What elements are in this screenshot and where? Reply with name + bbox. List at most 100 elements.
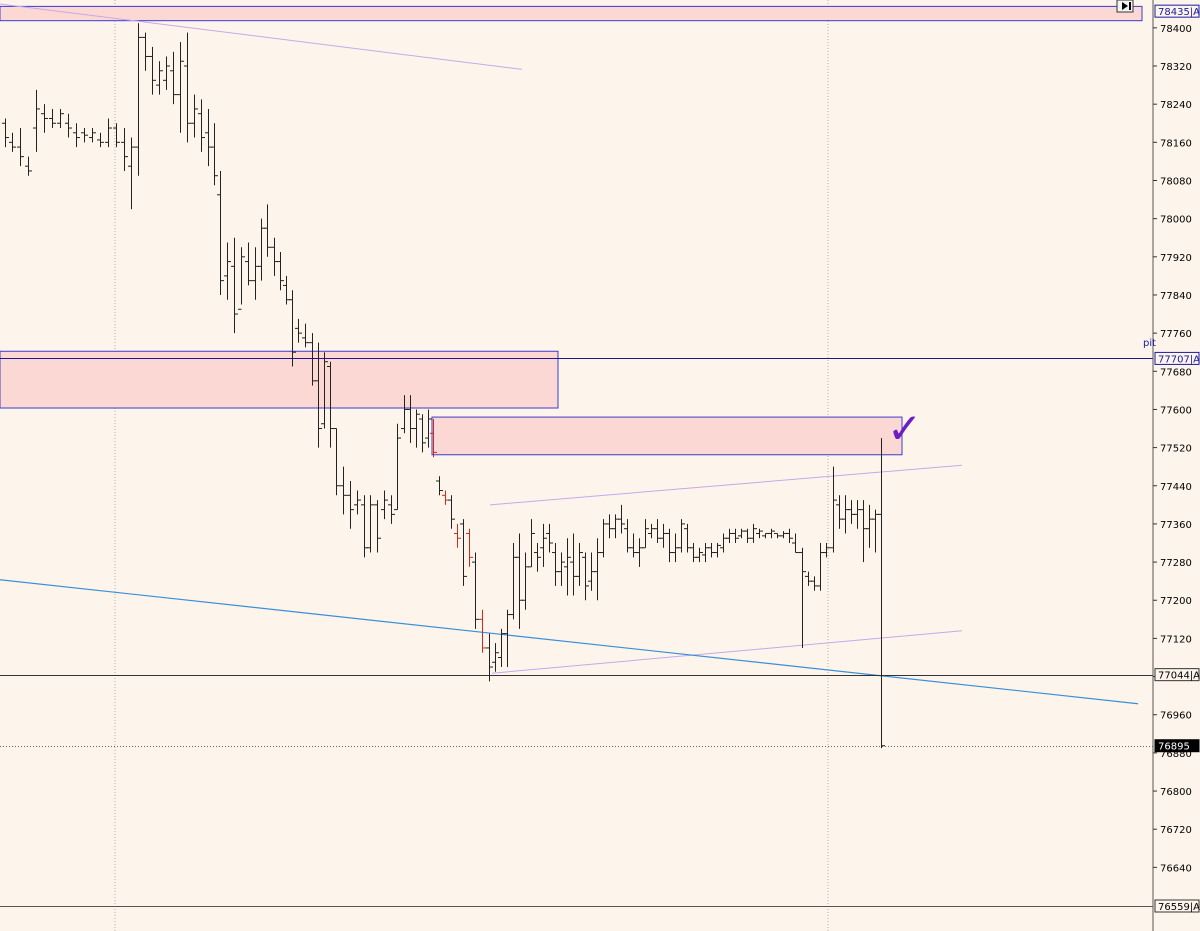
price-tag-box <box>1154 899 1200 913</box>
ohlc-bar-32 <box>231 237 238 334</box>
ohlc-bar-112 <box>726 528 733 544</box>
price-tag: 76559|A <box>1154 899 1200 913</box>
ohlc-bar-19 <box>142 32 149 71</box>
ohlc-bar-53 <box>367 495 374 553</box>
ohlc-bar-75 <box>504 609 511 668</box>
ohlc-bar-90 <box>594 538 601 601</box>
ohlc-bar-94 <box>618 504 625 534</box>
ohlc-bar-133 <box>854 500 861 529</box>
ohlc-bar-123 <box>792 533 799 554</box>
ohlc-bar-45 <box>315 342 322 448</box>
ohlc-bar-29 <box>211 123 218 186</box>
price-tag-label: 77044|A <box>1158 671 1200 682</box>
y-tick-label: 77120 <box>1160 634 1192 645</box>
ohlc-bar-12 <box>89 128 96 143</box>
ohlc-bar-114 <box>738 528 745 539</box>
ohlc-bar-70 <box>472 552 479 629</box>
y-tick-label: 77280 <box>1160 558 1192 569</box>
ohlc-bar-25 <box>184 32 191 143</box>
ohlc-bar-21 <box>156 61 163 95</box>
ohlc-bar-67 <box>454 523 461 548</box>
ohlc-bar-27 <box>198 99 205 152</box>
ohlc-bar-110 <box>714 543 721 558</box>
price-tag-box <box>1154 739 1200 753</box>
blue-trendline <box>0 579 1139 705</box>
top-trendline <box>0 3 523 70</box>
y-tick-label: 77200 <box>1160 596 1192 607</box>
ohlc-bar-129 <box>830 466 837 553</box>
ohlc-bar-111 <box>720 533 727 553</box>
ohlc-bar-92 <box>606 514 613 539</box>
ohlc-bar-49 <box>340 466 347 515</box>
ohlc-bar-81 <box>540 523 547 567</box>
ohlc-bar-5 <box>33 89 40 152</box>
ohlc-bar-106 <box>690 543 697 563</box>
ohlc-bar-3 <box>17 128 24 167</box>
ohlc-bar-101 <box>660 523 667 548</box>
skip-to-end-icon <box>1122 2 1131 10</box>
pit-label: pit <box>1143 338 1156 349</box>
price-tag-label: 77707|A <box>1158 354 1200 365</box>
ohlc-bar-48 <box>333 428 340 496</box>
ohlc-bar-61 <box>419 414 426 453</box>
ohlc-bar-86 <box>570 533 577 596</box>
ohlc-bar-30 <box>217 170 224 295</box>
ohlc-bar-62 <box>425 409 432 448</box>
ohlc-bar-57 <box>394 423 401 511</box>
ohlc-bar-136 <box>872 509 879 553</box>
scroll-end-button[interactable] <box>1116 0 1134 13</box>
ohlc-bar-84 <box>558 552 565 586</box>
ohlc-bar-6 <box>41 104 48 133</box>
price-tag: 78435|A <box>1154 4 1200 18</box>
ohlc-bar-31 <box>224 242 231 300</box>
channel-lower-line <box>491 630 963 674</box>
y-tick-label: 77840 <box>1160 291 1192 302</box>
y-tick-label: 78160 <box>1160 138 1192 149</box>
price-tag-label: 78435|A <box>1158 7 1200 18</box>
ohlc-bar-73 <box>492 643 499 672</box>
ohlc-bar-50 <box>347 480 354 529</box>
price-tag: 77707|A <box>1154 351 1200 365</box>
ohlc-bar-64 <box>436 476 443 496</box>
checkmark-annotation: ✓ <box>887 404 922 453</box>
ohlc-bar-39 <box>277 252 284 291</box>
ohlc-bar-121 <box>780 531 787 539</box>
y-tick-label: 77520 <box>1160 444 1192 455</box>
supply-demand-zones <box>0 5 1143 456</box>
ohlc-bar-102 <box>666 528 673 563</box>
ohlc-bar-88 <box>582 552 589 601</box>
ohlc-bar-99 <box>648 523 655 539</box>
ohlc-bar-116 <box>750 523 757 544</box>
ohlc-bar-7 <box>49 108 56 129</box>
ohlc-bar-109 <box>708 543 715 558</box>
ohlc-bar-117 <box>756 528 763 539</box>
ohlc-bar-134 <box>860 500 867 563</box>
ohlc-bar-76 <box>510 543 517 620</box>
ohlc-bar-14 <box>105 118 112 148</box>
ohlc-bar-131 <box>842 495 849 534</box>
ohlc-bar-105 <box>684 523 691 553</box>
y-tick-label: 77600 <box>1160 405 1192 416</box>
ohlc-bar-15 <box>113 123 120 148</box>
ohlc-bar-98 <box>642 519 649 549</box>
trendlines <box>0 3 1139 705</box>
ohlc-bar-55 <box>381 490 388 520</box>
ohlc-bar-119 <box>768 528 775 539</box>
ohlc-bar-108 <box>702 543 709 563</box>
ohlc-bar-1 <box>2 118 9 148</box>
ohlc-bar-122 <box>786 528 793 544</box>
ohlc-bar-16 <box>121 128 128 171</box>
ohlc-bar-115 <box>744 528 751 544</box>
ohlc-bar-4 <box>25 156 32 176</box>
ohlc-bar-37 <box>264 204 271 257</box>
ohlc-bar-17 <box>128 137 135 210</box>
y-tick-label: 77440 <box>1160 482 1192 493</box>
ohlc-bar-137 <box>878 438 885 749</box>
y-tick-label: 76880 <box>1160 749 1192 760</box>
ohlc-bar-126 <box>811 576 818 591</box>
ohlc-bar-91 <box>600 519 607 558</box>
ohlc-bar-28 <box>205 108 212 167</box>
ohlc-bar-36 <box>258 218 265 281</box>
ohlc-bar-124 <box>799 547 806 648</box>
